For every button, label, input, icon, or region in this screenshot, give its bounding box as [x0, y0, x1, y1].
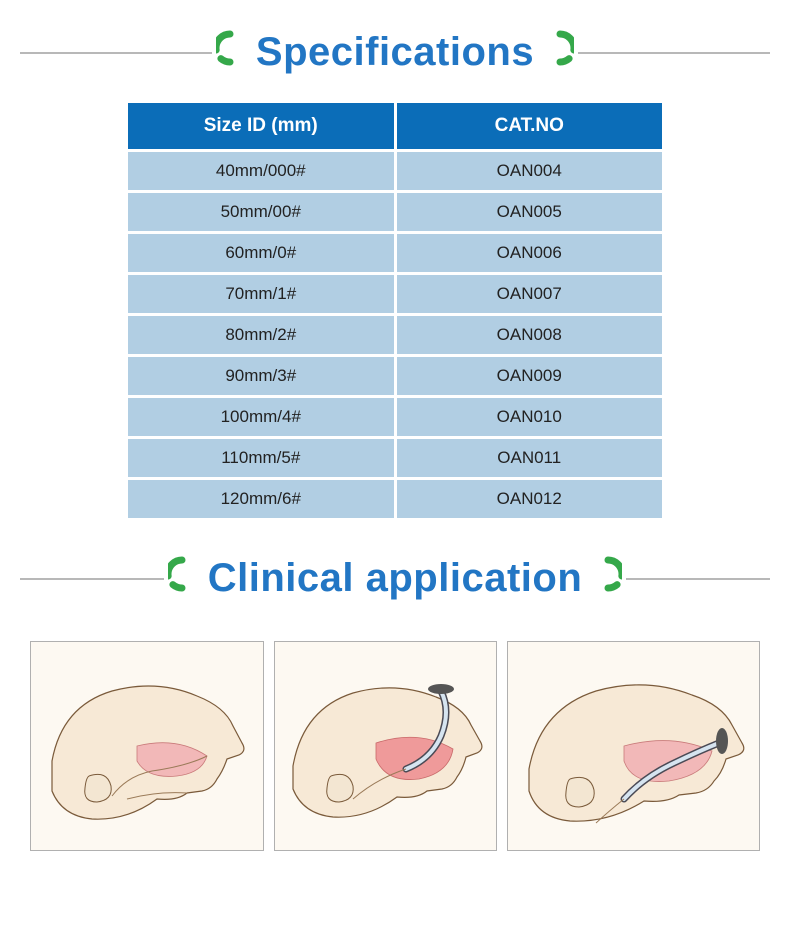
- cell-catno: OAN008: [397, 316, 663, 354]
- header-line-left: [20, 578, 164, 580]
- cell-catno: OAN005: [397, 193, 663, 231]
- clinical-diagrams: [0, 641, 790, 851]
- cell-size: 100mm/4#: [128, 398, 394, 436]
- cell-size: 60mm/0#: [128, 234, 394, 272]
- table-row: 120mm/6#OAN012: [128, 480, 662, 518]
- diagram-airway-step-3: [507, 641, 760, 851]
- cell-size: 80mm/2#: [128, 316, 394, 354]
- cell-size: 70mm/1#: [128, 275, 394, 313]
- specifications-header: Specifications: [0, 30, 790, 75]
- diagram-airway-step-1: [30, 641, 264, 851]
- table-row: 50mm/00#OAN005: [128, 193, 662, 231]
- cell-size: 90mm/3#: [128, 357, 394, 395]
- cell-catno: OAN006: [397, 234, 663, 272]
- specifications-title: Specifications: [244, 30, 546, 75]
- table-row: 80mm/2#OAN008: [128, 316, 662, 354]
- col-cat-no: CAT.NO: [397, 103, 663, 149]
- table-row: 70mm/1#OAN007: [128, 275, 662, 313]
- cell-catno: OAN009: [397, 357, 663, 395]
- cell-size: 50mm/00#: [128, 193, 394, 231]
- table-row: 110mm/5#OAN011: [128, 439, 662, 477]
- bracket-left-icon: [212, 30, 244, 75]
- table-row: 100mm/4#OAN010: [128, 398, 662, 436]
- header-line-left: [20, 52, 212, 54]
- cell-catno: OAN010: [397, 398, 663, 436]
- table-row: 60mm/0#OAN006: [128, 234, 662, 272]
- col-size-id: Size ID (mm): [128, 103, 394, 149]
- table-body: 40mm/000#OAN004 50mm/00#OAN005 60mm/0#OA…: [128, 152, 662, 518]
- table-row: 40mm/000#OAN004: [128, 152, 662, 190]
- bracket-left-icon: [164, 556, 196, 601]
- bracket-right-icon: [594, 556, 626, 601]
- cell-size: 40mm/000#: [128, 152, 394, 190]
- specifications-table: Size ID (mm) CAT.NO 40mm/000#OAN004 50mm…: [125, 100, 665, 521]
- cell-size: 120mm/6#: [128, 480, 394, 518]
- clinical-title: Clinical application: [196, 556, 595, 601]
- table-header-row: Size ID (mm) CAT.NO: [128, 103, 662, 149]
- header-line-right: [626, 578, 770, 580]
- cell-catno: OAN011: [397, 439, 663, 477]
- clinical-header: Clinical application: [0, 556, 790, 601]
- bracket-right-icon: [546, 30, 578, 75]
- cell-catno: OAN007: [397, 275, 663, 313]
- cell-size: 110mm/5#: [128, 439, 394, 477]
- header-line-right: [578, 52, 770, 54]
- cell-catno: OAN004: [397, 152, 663, 190]
- diagram-airway-step-2: [274, 641, 497, 851]
- table-row: 90mm/3#OAN009: [128, 357, 662, 395]
- cell-catno: OAN012: [397, 480, 663, 518]
